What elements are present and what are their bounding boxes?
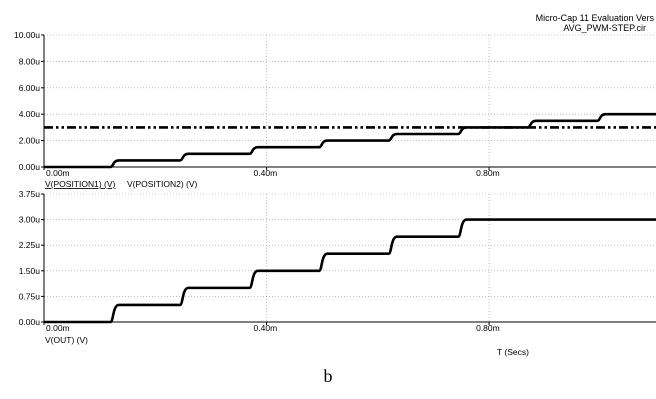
x-tick-label: 0.40m	[254, 168, 278, 178]
series-line-position1	[44, 112, 656, 169]
y-tick-label: 0.00u	[19, 317, 41, 327]
series-line-out	[44, 218, 656, 324]
y-tick-label: 6.00u	[19, 83, 41, 93]
y-tick-label: 0.00u	[19, 162, 41, 172]
legend-label: V(OUT) (V)	[45, 335, 88, 345]
legend-label: V(POSITION1) (V)	[45, 179, 116, 189]
y-tick-label: 2.25u	[19, 240, 41, 250]
x-tick-label: 0.80m	[476, 168, 500, 178]
y-tick-label: 1.50u	[19, 266, 41, 276]
y-tick-label: 2.00u	[19, 136, 41, 146]
circuit-file-name: AVG_PWM-STEP.cir	[563, 23, 646, 33]
y-tick-label: 4.00u	[19, 109, 41, 119]
y-tick-label: 3.00u	[19, 215, 41, 225]
x-tick-label: 0.00m	[46, 168, 70, 178]
y-tick-label: 10.00u	[14, 30, 40, 40]
legend-label: V(POSITION2) (V)	[127, 179, 198, 189]
y-tick-label: 8.00u	[19, 56, 41, 66]
y-tick-label: 3.75u	[19, 189, 41, 199]
figure-caption: b	[323, 366, 333, 386]
app-title: Micro-Cap 11 Evaluation Vers	[535, 13, 654, 23]
x-tick-label: 0.80m	[476, 323, 500, 333]
x-axis-label: T (Secs)	[497, 347, 529, 357]
x-tick-label: 0.40m	[254, 323, 278, 333]
y-tick-label: 0.75u	[19, 291, 41, 301]
waveform-plots: 0.00u 2.00u 4.00u 6.00u 8.00u 10.00u 0.00m 0.40…	[14, 30, 656, 357]
x-tick-label: 0.00m	[46, 323, 70, 333]
